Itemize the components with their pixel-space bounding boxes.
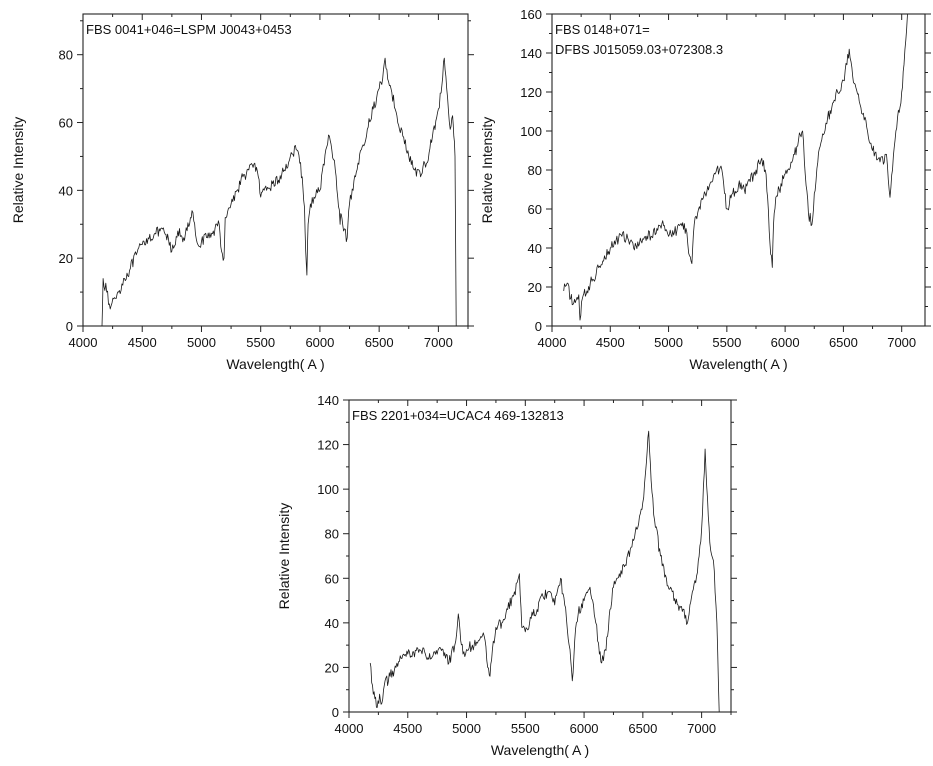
x-tick-label: 6000: [771, 335, 800, 350]
spectrum-line: [563, 13, 908, 321]
panel-title: DFBS J015059.03+072308.3: [555, 42, 723, 57]
x-axis-title: Wavelength( A ): [226, 356, 324, 372]
panel-title: FBS 0041+046=LSPM J0043+0453: [86, 22, 292, 37]
x-tick-label: 6000: [305, 335, 334, 350]
spectrum-panel: 4000 4500 5000 5500 6000 6500 7000 0 20 40 60 80 100…: [276, 393, 737, 758]
x-tick-label: 7000: [887, 335, 916, 350]
y-tick-label: 20: [59, 251, 73, 266]
y-axis-title: Relative Intensity: [276, 503, 292, 610]
y-tick-label: 20: [325, 660, 339, 675]
y-tick-label: 80: [325, 527, 339, 542]
y-tick-label: 80: [528, 163, 542, 178]
y-tick-label: 60: [528, 202, 542, 217]
spectrum-line: [101, 57, 457, 327]
x-tick-label: 5500: [712, 335, 741, 350]
y-tick-label: 0: [66, 319, 73, 334]
spectrum-panel: 4000 4500 5000 5500 6000 6500 7000 0 20 40 60 80 100…: [479, 7, 931, 372]
y-tick-label: 60: [325, 571, 339, 586]
y-tick-label: 40: [325, 616, 339, 631]
y-tick-label: 0: [332, 705, 339, 720]
x-tick-label: 4000: [69, 335, 98, 350]
x-tick-label: 4500: [596, 335, 625, 350]
x-tick-label: 6500: [365, 335, 394, 350]
x-tick-label: 4000: [335, 721, 364, 736]
x-tick-label: 4500: [128, 335, 157, 350]
x-tick-label: 5500: [246, 335, 275, 350]
plot-frame: [82, 13, 469, 327]
x-tick-label: 6500: [829, 335, 858, 350]
y-axis-title: Relative Intensity: [10, 117, 26, 224]
x-tick-label: 4000: [538, 335, 567, 350]
y-tick-label: 0: [535, 319, 542, 334]
y-tick-label: 140: [317, 393, 339, 408]
x-tick-label: 4500: [393, 721, 422, 736]
x-tick-label: 7000: [687, 721, 716, 736]
x-tick-label: 5000: [187, 335, 216, 350]
y-tick-label: 60: [59, 116, 73, 131]
y-tick-label: 20: [528, 280, 542, 295]
x-axis-title: Wavelength( A ): [491, 742, 589, 758]
y-tick-label: 120: [317, 438, 339, 453]
y-tick-label: 140: [520, 46, 542, 61]
x-tick-label: 5000: [654, 335, 683, 350]
y-axis-title: Relative Intensity: [479, 117, 495, 224]
x-tick-label: 6500: [628, 721, 657, 736]
x-tick-label: 5000: [452, 721, 481, 736]
plot-frame: [551, 13, 926, 327]
x-axis-title: Wavelength( A ): [689, 356, 787, 372]
x-tick-label: 7000: [424, 335, 453, 350]
y-tick-label: 120: [520, 85, 542, 100]
panel-title: FBS 2201+034=UCAC4 469-132813: [352, 408, 564, 423]
x-tick-label: 5500: [511, 721, 540, 736]
x-tick-label: 6000: [570, 721, 599, 736]
panel-title: FBS 0148+071=: [555, 22, 650, 37]
spectrum-line: [369, 430, 720, 713]
plot-frame: [348, 399, 732, 713]
y-tick-label: 100: [317, 482, 339, 497]
spectrum-panel: 4000 4500 5000 5500 6000 6500 7000 0 20 40 60 80 Wav…: [10, 13, 474, 372]
y-tick-label: 40: [528, 241, 542, 256]
y-tick-label: 40: [59, 183, 73, 198]
y-tick-label: 80: [59, 48, 73, 63]
y-tick-label: 160: [520, 7, 542, 22]
y-tick-label: 100: [520, 124, 542, 139]
